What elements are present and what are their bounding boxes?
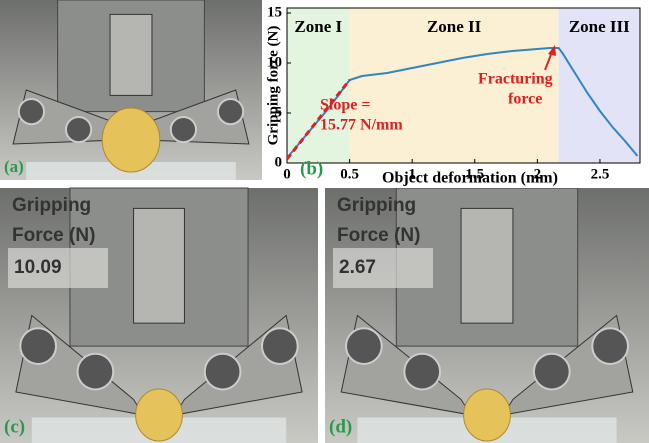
readout-value: 2.67: [339, 257, 376, 278]
gripper-core: [134, 208, 185, 323]
bearing: [171, 117, 196, 142]
zone-label: Zone I: [294, 17, 342, 36]
bearing: [592, 328, 628, 364]
panel-label: (d): [329, 416, 352, 437]
bearing: [262, 328, 298, 364]
zone-label: Zone III: [569, 17, 630, 36]
readout-title: Force (N): [12, 225, 95, 246]
readout-value: 10.09: [14, 257, 62, 278]
x-axis-label: Object deformation (mm): [382, 170, 558, 187]
bearing: [218, 99, 243, 124]
zone-label: Zone II: [427, 17, 482, 36]
bearing: [205, 354, 241, 390]
x-tick-label: 0.5: [340, 166, 359, 182]
bearing: [20, 328, 56, 364]
object: [102, 108, 160, 172]
annotation: 15.77 N/mm: [320, 117, 403, 134]
bearing: [404, 354, 440, 390]
figure: (a) Gripping Force (N) 10.09 (c) Gripping Forc…: [0, 0, 649, 443]
x-tick-label: 2.5: [591, 166, 610, 182]
annotation: Slope =: [320, 97, 370, 114]
panel-label: (c): [4, 416, 25, 437]
bearing: [78, 354, 114, 390]
y-axis-label: Gripping force (N): [265, 26, 281, 146]
object: [464, 389, 511, 441]
bearing: [534, 354, 570, 390]
readout-title: Gripping: [12, 195, 91, 216]
panel-label: (a): [4, 157, 24, 176]
y-tick-label: 0: [275, 154, 283, 170]
panel-label: (b): [300, 158, 323, 179]
bearing: [19, 99, 44, 124]
x-tick-label: 0: [283, 166, 291, 182]
gripper-core: [110, 14, 152, 95]
readout-title: Gripping: [337, 195, 416, 216]
y-tick-label: 15: [267, 4, 282, 20]
object: [136, 389, 183, 441]
gripper-core: [461, 208, 513, 323]
annotation: force: [508, 91, 542, 108]
annotation: Fracturing: [478, 71, 553, 88]
bearing: [346, 328, 382, 364]
bearing: [66, 117, 91, 142]
readout-title: Force (N): [337, 225, 420, 246]
